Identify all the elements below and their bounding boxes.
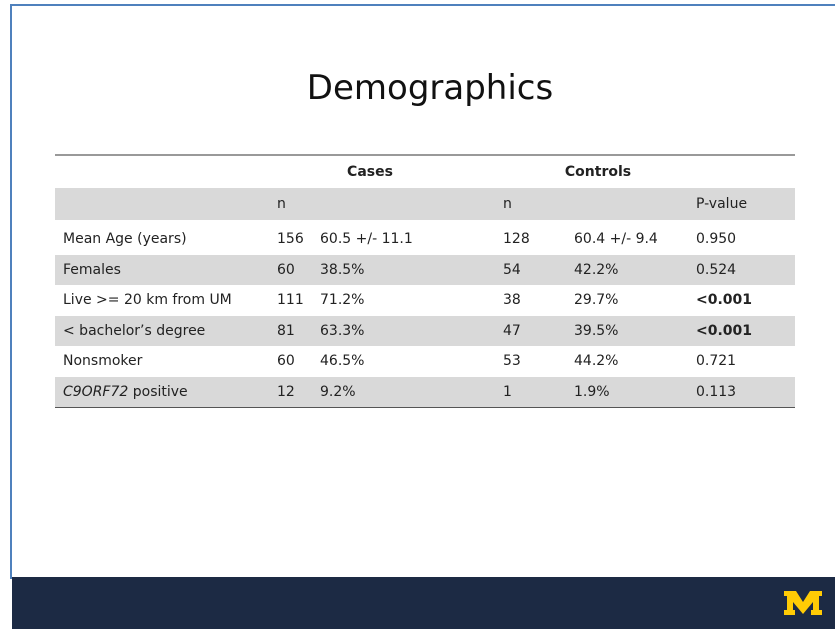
row-label: Females (63, 255, 121, 285)
row-shade (55, 254, 795, 285)
table-cell: 60.5 +/- 11.1 (320, 231, 413, 247)
row-label-text: < bachelor’s degree (63, 322, 206, 339)
table-cell: 1.9% (574, 383, 610, 400)
row-label-italic: C9ORF72 (63, 383, 129, 400)
column-header: P-value (696, 196, 748, 212)
table-cell: 44.2% (574, 353, 619, 369)
table-cell: 0.950 (696, 231, 737, 247)
group-header: Cases (347, 164, 393, 180)
slide-title: Demographics (306, 68, 554, 108)
table-cell: 111 (277, 292, 304, 308)
table-cell: 47 (503, 322, 521, 339)
row-shade (55, 376, 795, 407)
footer (12, 577, 835, 629)
group-header: Controls (564, 164, 632, 180)
table-cell: 12 (277, 383, 295, 400)
row-label-text: Mean Age (years) (63, 231, 187, 247)
logo-m (784, 591, 822, 615)
table-cell: 53 (503, 353, 521, 369)
table-cell: 0.524 (696, 261, 737, 278)
table-cell: 1 (503, 383, 512, 400)
logo (784, 591, 822, 615)
column-header: n (503, 196, 512, 212)
table-cell: 46.5% (320, 353, 365, 369)
table-cell: 38 (503, 292, 521, 308)
table-cell: <0.001 (696, 322, 753, 339)
table-cell: 128 (503, 231, 530, 247)
table-cell: 38.5% (320, 261, 365, 278)
table-cell: 29.7% (574, 292, 619, 308)
table-rule (55, 154, 795, 156)
frame (10, 4, 12, 579)
table-cell: 63.3% (320, 322, 365, 339)
table-cell: 0.721 (696, 353, 737, 369)
frame (10, 4, 835, 6)
row-shade (55, 315, 795, 346)
table-cell: 81 (277, 322, 295, 339)
table-cell: 156 (277, 231, 304, 247)
table-cell: 60 (277, 353, 295, 369)
table-cell: 42.2% (574, 261, 619, 278)
row-label-text: Nonsmoker (63, 353, 143, 369)
table-cell: 9.2% (320, 383, 356, 400)
table-cell: 39.5% (574, 322, 619, 339)
table-cell: 60.4 +/- 9.4 (574, 231, 658, 247)
row-label: Nonsmoker (63, 346, 142, 376)
row-label-text: positive (128, 383, 188, 400)
row-label-text: Females (63, 261, 121, 278)
table-cell: 0.113 (696, 383, 737, 400)
header-shade (55, 188, 795, 220)
table-cell: 54 (503, 261, 521, 278)
table-cell: 71.2% (320, 292, 365, 308)
row-label: Live >= 20 km from UM (63, 285, 232, 315)
row-label-text: Live >= 20 km from UM (63, 292, 232, 308)
row-label: < bachelor’s degree (63, 316, 205, 346)
column-header: n (277, 196, 286, 212)
table-cell: 60 (277, 261, 295, 278)
row-label: C9ORF72 positive (63, 377, 188, 407)
table-cell: <0.001 (696, 292, 753, 308)
row-label: Mean Age (years) (63, 224, 187, 254)
table-rule (55, 407, 795, 408)
